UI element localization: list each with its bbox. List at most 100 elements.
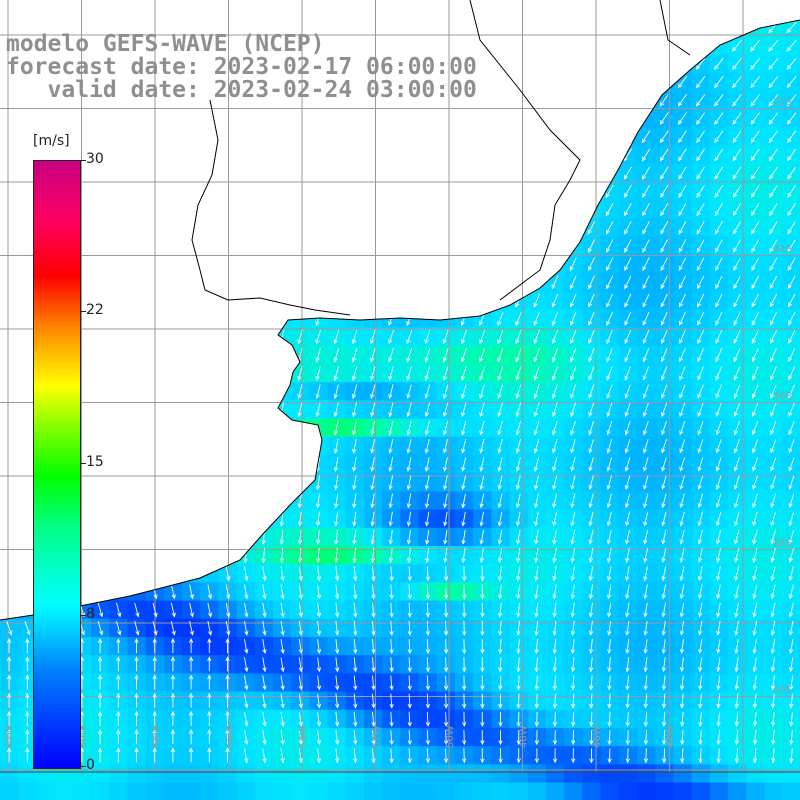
wind-arrow bbox=[661, 693, 667, 709]
wind-arrow bbox=[534, 602, 539, 618]
wind-arrow bbox=[770, 675, 776, 691]
wind-arrow bbox=[715, 493, 722, 509]
wind-arrow bbox=[625, 675, 630, 691]
wind-arrow bbox=[643, 475, 649, 491]
wind-speed-cell bbox=[782, 764, 800, 784]
colorbar-unit: [m/s] bbox=[33, 133, 70, 149]
wind-arrow bbox=[443, 711, 449, 727]
wind-arrow bbox=[443, 693, 449, 709]
wind-arrow bbox=[116, 747, 121, 763]
wind-arrow bbox=[752, 675, 757, 691]
wind-speed-cell bbox=[637, 782, 656, 800]
wind-arrow bbox=[371, 711, 376, 727]
wind-arrow bbox=[188, 656, 194, 672]
wind-arrow bbox=[316, 566, 322, 582]
country-border bbox=[469, 0, 581, 301]
wind-arrow bbox=[734, 584, 740, 600]
wind-arrow bbox=[244, 602, 249, 618]
wind-arrow bbox=[770, 348, 777, 363]
wind-arrow bbox=[225, 747, 230, 763]
wind-arrow bbox=[643, 511, 649, 527]
wind-arrow bbox=[570, 420, 576, 436]
wind-arrow bbox=[770, 711, 776, 727]
wind-arrow bbox=[425, 748, 431, 764]
wind-arrow bbox=[697, 402, 704, 418]
wind-arrow bbox=[679, 439, 686, 454]
wind-arrow bbox=[480, 639, 485, 655]
wind-arrow bbox=[207, 674, 212, 690]
wind-arrow bbox=[497, 584, 503, 600]
wind-arrow bbox=[424, 438, 430, 454]
wind-arrow bbox=[625, 639, 630, 654]
wind-arrow bbox=[770, 475, 777, 490]
wind-arrow bbox=[679, 293, 686, 308]
wind-arrow bbox=[642, 384, 649, 399]
wind-arrow bbox=[442, 348, 449, 363]
wind-arrow bbox=[480, 675, 485, 691]
wind-arrow bbox=[643, 529, 649, 545]
wind-arrow bbox=[624, 420, 631, 436]
wind-arrow bbox=[262, 693, 267, 709]
wind-arrow bbox=[316, 693, 322, 709]
wind-arrow bbox=[424, 511, 430, 527]
wind-arrow bbox=[642, 184, 650, 198]
wind-arrow bbox=[188, 710, 194, 726]
wind-speed-cell bbox=[746, 782, 765, 800]
wind-arrow bbox=[261, 548, 266, 564]
wind-speed-cell bbox=[618, 764, 638, 784]
wind-arrow bbox=[570, 529, 576, 545]
wind-arrow bbox=[606, 239, 614, 253]
wind-arrow bbox=[188, 638, 194, 654]
wind-speed-cell bbox=[618, 782, 638, 800]
wind-speed-cell bbox=[309, 764, 329, 784]
wind-arrow bbox=[607, 657, 612, 673]
wind-arrow bbox=[733, 439, 740, 454]
wind-arrow bbox=[733, 366, 741, 381]
wind-arrow bbox=[787, 148, 797, 162]
wind-arrow bbox=[371, 748, 376, 764]
wind-arrow bbox=[570, 566, 575, 582]
wind-arrow bbox=[714, 221, 723, 235]
wind-arrow bbox=[425, 602, 431, 618]
wind-arrow bbox=[424, 329, 431, 345]
wind-arrow bbox=[388, 529, 393, 545]
wind-arrow bbox=[371, 639, 376, 655]
wind-arrow bbox=[715, 330, 723, 345]
wind-arrow bbox=[480, 711, 485, 727]
wind-arrow bbox=[696, 130, 705, 144]
wind-speed-cell bbox=[436, 764, 456, 784]
wind-arrow bbox=[588, 566, 594, 582]
wind-arrow bbox=[624, 439, 631, 454]
wind-arrow bbox=[116, 656, 121, 672]
wind-arrow bbox=[515, 420, 522, 436]
wind-arrow bbox=[715, 257, 723, 272]
forecast-date: forecast date: 2023-02-17 06:00:00 bbox=[6, 54, 477, 80]
wind-arrow bbox=[480, 748, 485, 764]
wind-arrow bbox=[370, 511, 375, 527]
wind-arrow bbox=[768, 76, 779, 89]
wind-arrow bbox=[624, 293, 632, 308]
wind-arrow bbox=[715, 475, 722, 490]
colorbar-tick-line bbox=[80, 766, 86, 767]
wind-arrow bbox=[587, 239, 596, 253]
wind-arrow bbox=[624, 493, 631, 509]
wind-arrow bbox=[734, 711, 739, 727]
longitude-label: 52W bbox=[372, 725, 383, 748]
wind-arrow bbox=[353, 639, 358, 655]
wind-arrow bbox=[497, 602, 503, 618]
wind-arrow bbox=[552, 493, 558, 509]
wind-arrow bbox=[152, 602, 158, 618]
wind-arrow bbox=[352, 511, 357, 527]
wind-speed-cell bbox=[527, 782, 547, 800]
wind-arrow bbox=[660, 257, 668, 272]
wind-arrow bbox=[498, 693, 503, 709]
wind-arrow bbox=[461, 384, 467, 399]
wind-arrow bbox=[734, 620, 739, 636]
wind-arrow bbox=[606, 457, 613, 472]
wind-arrow bbox=[551, 348, 558, 363]
wind-arrow bbox=[752, 439, 759, 454]
wind-arrow bbox=[134, 729, 139, 745]
wind-arrow bbox=[406, 366, 412, 381]
wind-arrow bbox=[787, 293, 796, 308]
wind-arrow bbox=[769, 257, 778, 271]
